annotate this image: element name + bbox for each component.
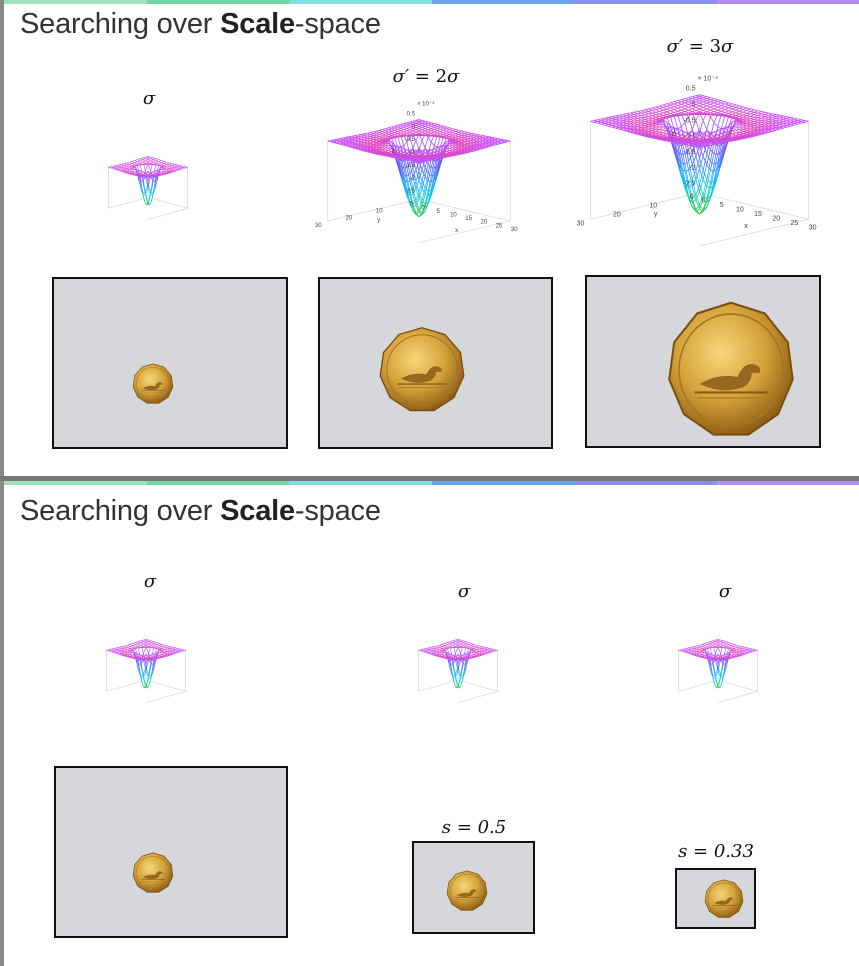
scale-label-right: s = 0.33 — [678, 841, 754, 862]
loonie-coin-image — [132, 363, 174, 404]
x-tick: 5 — [720, 202, 724, 209]
x-tick: 25 — [791, 220, 799, 227]
loonie-coin-image — [132, 852, 174, 893]
z-tick: -2.5 — [683, 181, 695, 188]
x-tick: 0 — [702, 198, 706, 205]
y-tick: 10 — [649, 203, 657, 210]
slide-divider — [0, 476, 859, 481]
image-panel-middle — [318, 277, 553, 449]
y-tick: 20 — [345, 216, 352, 222]
y-tick: 20 — [613, 211, 621, 218]
sigma-label-left: σ — [143, 571, 157, 592]
z-tick: -1 — [689, 133, 695, 140]
z-tick: -1.5 — [405, 163, 416, 169]
sigma-label-middle: σ — [457, 581, 471, 602]
x-tick: 15 — [465, 216, 472, 222]
sigma-label-right: σ′ = 3σ — [666, 36, 734, 57]
y-axis-label: y — [377, 218, 380, 224]
x-axis-label: x — [455, 228, 458, 234]
axis-exponent: × 10⁻⁴ — [698, 76, 719, 83]
surface-plot-large: × 10⁻⁴0.5 0 -0.5 -1 -1.5 -2 -2.5 z 0 5 10 15 20 25 30 x… — [577, 76, 817, 247]
accent-stripe — [4, 481, 859, 485]
z-tick: 0.5 — [686, 86, 696, 93]
image-panel-left — [54, 766, 288, 938]
z-axis-label: z — [392, 149, 395, 155]
x-tick: 30 — [511, 227, 518, 233]
loonie-coin-image — [704, 879, 744, 918]
image-panel-right — [585, 275, 821, 448]
z-tick: 0 — [692, 102, 696, 109]
image-panel-left — [52, 277, 288, 449]
z-tick: -0.5 — [683, 117, 695, 124]
x-tick: 15 — [754, 211, 762, 218]
y-tick: 0 — [410, 201, 414, 207]
y-axis-label: y — [654, 211, 658, 218]
x-tick: 0 — [421, 205, 425, 211]
scale-label-middle: s = 0.5 — [441, 817, 507, 838]
x-axis-label: x — [744, 223, 748, 230]
surface-plot-small — [106, 638, 187, 703]
y-tick: 30 — [577, 220, 585, 227]
z-tick: -2.5 — [405, 189, 416, 195]
z-tick: -1.5 — [683, 149, 695, 156]
slide-2: Searching over Scale-space σ σ σ s = 0.5… — [0, 481, 859, 966]
y-tick: 30 — [315, 223, 322, 229]
x-tick: 5 — [437, 209, 441, 215]
slide-title: Searching over Scale-space — [20, 495, 381, 527]
x-tick: 10 — [450, 213, 457, 219]
surface-plot-small — [678, 638, 759, 703]
image-panel-half-scale — [412, 841, 535, 934]
loonie-coin-image — [446, 870, 488, 911]
z-axis-label: z — [672, 131, 676, 138]
slide-title: Searching over Scale-space — [20, 8, 381, 40]
sigma-label-right: σ — [718, 581, 732, 602]
x-tick: 20 — [480, 220, 487, 226]
z-tick: -1 — [410, 150, 416, 156]
sigma-label-left: σ — [142, 88, 156, 109]
z-tick: -2 — [410, 176, 416, 182]
z-tick: 0 — [412, 124, 416, 130]
surface-plot-small — [108, 155, 189, 220]
accent-stripe — [4, 0, 859, 4]
x-tick: 30 — [809, 224, 817, 231]
surface-plot-small — [418, 638, 499, 703]
x-tick: 20 — [772, 215, 780, 222]
x-tick: 25 — [496, 223, 503, 229]
z-tick: 0.5 — [407, 112, 416, 118]
loonie-coin-image — [668, 301, 794, 436]
sigma-label-middle: σ′ = 2σ — [392, 66, 460, 87]
surface-plot-medium: × 10⁻⁴0.5 0 -0.5 -1 -1.5 -2 -2.5 z 0 5 10 15 20 25 30 x… — [315, 101, 518, 243]
z-tick: -2 — [689, 165, 695, 172]
z-tick: -0.5 — [405, 137, 416, 143]
x-tick: 10 — [736, 207, 744, 214]
axis-exponent: × 10⁻⁴ — [417, 101, 435, 108]
slide-1: Searching over Scale-space σ σ′ = 2σ σ′ … — [0, 0, 859, 476]
image-panel-third-scale — [675, 868, 756, 929]
loonie-coin-image — [379, 327, 465, 412]
y-tick: 0 — [690, 194, 694, 201]
y-tick: 10 — [376, 209, 383, 215]
